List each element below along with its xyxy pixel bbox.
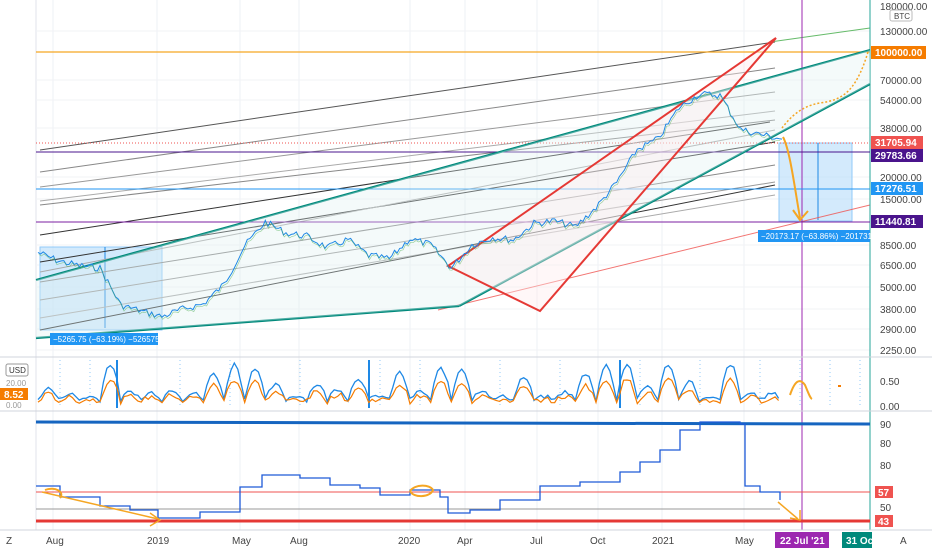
- orange-arrow: [782, 136, 801, 219]
- osc-level-43: 43: [878, 517, 890, 528]
- date-badge-oct: 31 Oc: [846, 536, 874, 547]
- osc-tick: 50: [880, 503, 892, 514]
- volatility-indicator-pane: USD 8.52 20.00 0.00 0.50 0.00: [0, 360, 900, 413]
- svg-text:100000.00: 100000.00: [875, 48, 923, 59]
- price-pane: −20173.17 (−63.86%) −2017317 −5265.75 (−…: [35, 0, 932, 530]
- indicator-tick: 0.00: [880, 402, 900, 413]
- indicator-currency[interactable]: USD: [9, 366, 26, 375]
- oscillator-step-line: [36, 421, 781, 519]
- x-tick: Aug: [290, 536, 308, 547]
- price-tick: 2250.00: [880, 346, 917, 357]
- oscillator-pane: 90 80 70 80 60 50 57 43: [35, 420, 893, 528]
- osc-level-57: 57: [878, 488, 890, 499]
- price-tick: 15000.00: [880, 195, 922, 206]
- timezone-toggle[interactable]: Z: [6, 536, 12, 547]
- x-tick: May: [232, 536, 251, 547]
- price-tick: 180000.00: [880, 2, 928, 13]
- auto-scale-toggle[interactable]: A: [900, 536, 907, 547]
- measure-label-2021: −20173.17 (−63.86%) −2017317: [758, 230, 877, 242]
- symbol-badge: BTC: [894, 12, 910, 21]
- x-tick: Apr: [457, 536, 473, 547]
- price-tick: 3800.00: [880, 305, 917, 316]
- indicator-left-0.50: 20.00: [6, 379, 27, 388]
- indicator-tick: 0.50: [880, 377, 900, 388]
- osc-tick: 90: [880, 420, 892, 431]
- indicator-left-0: 0.00: [6, 401, 22, 410]
- price-tick: 54000.00: [880, 96, 922, 107]
- price-tick: 20000.00: [880, 173, 922, 184]
- indicator-blue-line: [37, 361, 780, 404]
- price-tick: 5000.00: [880, 283, 917, 294]
- time-axis[interactable]: Aug 2019 May Aug 2020 Apr Jul Oct 2021 M…: [46, 536, 754, 547]
- x-tick: 2019: [147, 536, 170, 547]
- indicator-value: 8.52: [4, 390, 24, 401]
- orange-projection: [781, 51, 869, 129]
- price-label-100000: 100000.00: [871, 46, 926, 59]
- price-label-17276: 17276.51: [871, 182, 923, 195]
- svg-text:17276.51: 17276.51: [875, 184, 917, 195]
- svg-text:11440.81: 11440.81: [875, 217, 917, 228]
- price-tick: 38000.00: [880, 124, 922, 135]
- osc-tick: 80: [880, 461, 892, 472]
- indicator-orange-line: [37, 377, 780, 406]
- x-tick: Jul: [530, 536, 543, 547]
- date-badge-jul: 22 Jul '21: [780, 536, 825, 547]
- price-label-29783: 29783.66: [871, 149, 923, 162]
- measure-box-2021: [778, 142, 853, 222]
- measure-text-2018: −5265.75 (−63.19%) −526575: [53, 335, 160, 344]
- x-tick: May: [735, 536, 754, 547]
- price-tick: 8500.00: [880, 241, 917, 252]
- price-tick: 2900.00: [880, 325, 917, 336]
- x-tick: 2020: [398, 536, 421, 547]
- price-series-shadow: [38, 93, 781, 320]
- osc-annotation-2: [409, 484, 435, 498]
- x-tick: Oct: [590, 536, 606, 547]
- measure-text-2021: −20173.17 (−63.86%) −2017317: [761, 232, 877, 241]
- price-tick: 70000.00: [880, 76, 922, 87]
- price-axis[interactable]: 180000.00 130000.00 70000.00 54000.00 38…: [880, 2, 928, 357]
- svg-text:29783.66: 29783.66: [875, 151, 917, 162]
- x-tick: Aug: [46, 536, 64, 547]
- indicator-projection: [789, 380, 813, 400]
- svg-text:31705.94: 31705.94: [875, 138, 917, 149]
- price-tick: 6500.00: [880, 261, 917, 272]
- price-tick: 130000.00: [880, 27, 928, 38]
- measure-label-2018: −5265.75 (−63.19%) −526575: [50, 333, 160, 345]
- price-label-11440: 11440.81: [871, 215, 923, 228]
- svg-text:80: 80: [880, 439, 892, 450]
- price-series-line: [37, 90, 783, 319]
- x-tick: 2021: [652, 536, 675, 547]
- price-label-current: 31705.94: [871, 136, 923, 149]
